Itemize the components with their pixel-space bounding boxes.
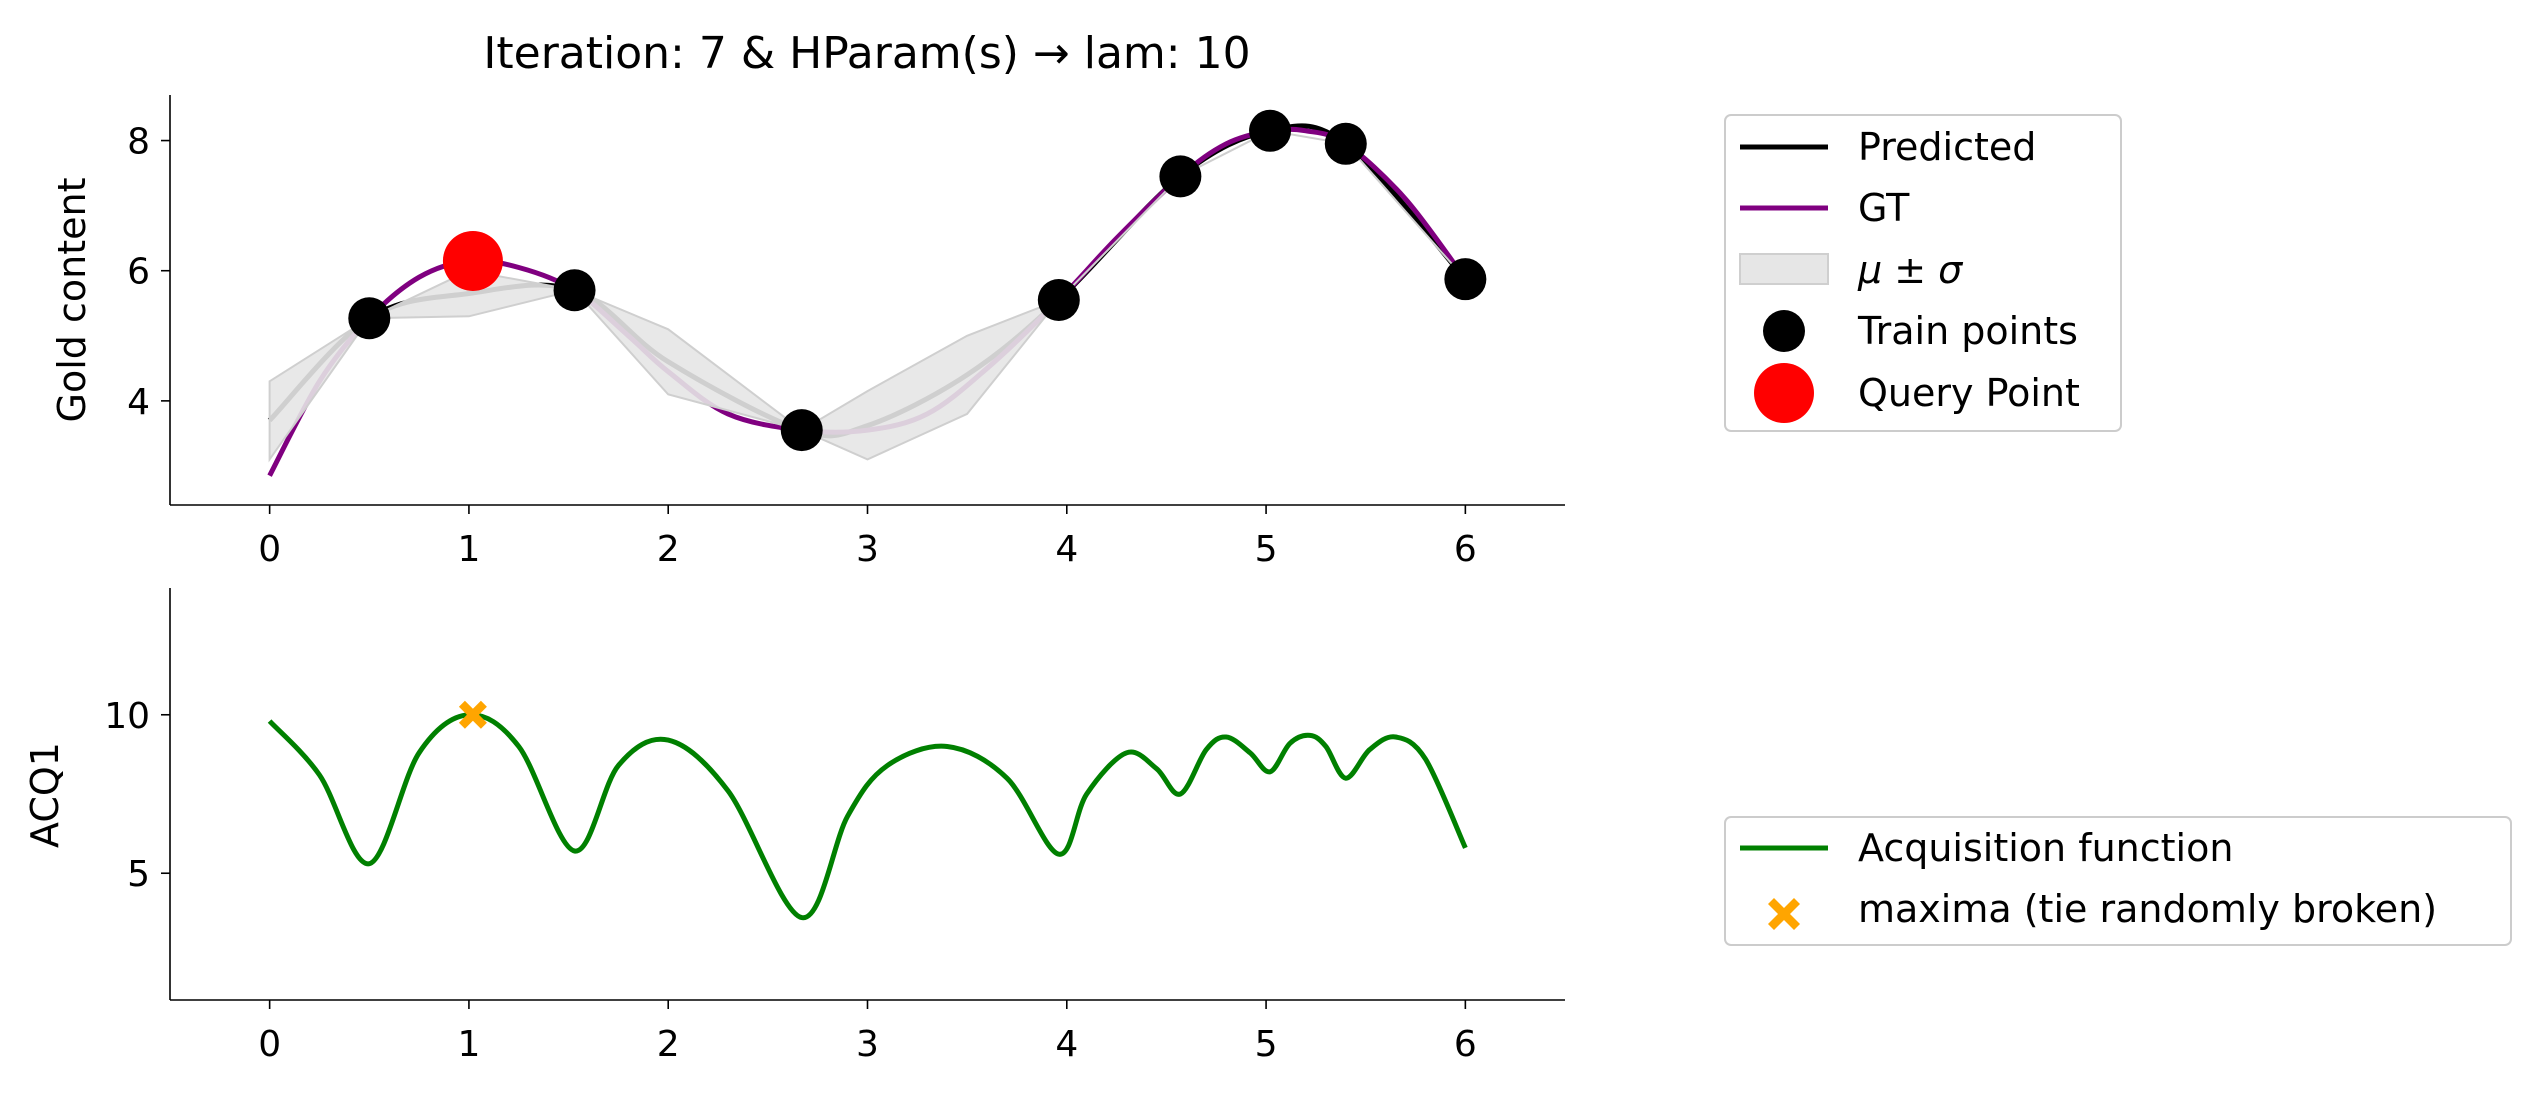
top-series-train-points-point — [1249, 109, 1292, 152]
legend-query-marker — [1754, 363, 1814, 423]
top-plot-area — [267, 109, 1487, 477]
top-axis-ticks: 0 1 2 3 4 5 6 4 6 8 — [127, 122, 1477, 570]
top-series-train-points-point — [1037, 279, 1080, 321]
legend-gt-label: GT — [1858, 186, 1910, 230]
legend-train-marker — [1763, 310, 1805, 352]
top-chart-title: Iteration: 7 & HParam(s) → lam: 10 — [483, 28, 1250, 79]
top-series-train-points-point — [348, 297, 391, 340]
bottom-x-tick-label: 1 — [457, 1024, 480, 1065]
bottom-x-tick-label: 4 — [1055, 1024, 1078, 1065]
top-series-train-points-point — [553, 269, 596, 312]
bottom-x-tick-label: 3 — [856, 1024, 879, 1065]
bottom-legend: Acquisition function maxima (tie randoml… — [1724, 816, 2512, 946]
top-x-tick-label: 0 — [258, 529, 281, 570]
bottom-x-tick-label: 0 — [258, 1024, 281, 1065]
bottom-legend-frame — [1724, 816, 2512, 946]
top-x-tick-label: 3 — [856, 529, 879, 570]
top-series-train-points-point — [780, 409, 823, 452]
top-series-train-points-point — [1444, 258, 1487, 301]
legend-predicted-label: Predicted — [1858, 125, 2036, 169]
legend-band-label: μ ± σ — [1857, 248, 1964, 292]
bottom-subplot: ACQ1 0 1 2 3 4 5 6 5 10 — [23, 588, 1565, 1065]
legend-query-label: Query Point — [1858, 371, 2080, 415]
legend-maxima-marker — [1768, 898, 1800, 930]
top-y-tick-label: 8 — [127, 122, 150, 163]
legend-acq-label: Acquisition function — [1858, 826, 2233, 870]
top-series--band — [268, 129, 1467, 463]
top-series-train-points-point — [1159, 155, 1202, 198]
bottom-y-axis-label: ACQ1 — [23, 742, 67, 848]
bottom-y-tick-label: 5 — [127, 854, 150, 895]
top-x-tick-label: 4 — [1055, 529, 1078, 570]
top-legend-frame — [1724, 114, 2122, 432]
bottom-y-tick-label: 10 — [104, 696, 150, 737]
bottom-axis-ticks: 0 1 2 3 4 5 6 5 10 — [104, 696, 1477, 1065]
legend-maxima-label: maxima (tie randomly broken) — [1858, 887, 2437, 931]
top-series-train-points-point — [1324, 122, 1367, 165]
bottom-series-acquisition-function-line — [267, 712, 1468, 921]
top-x-tick-label: 5 — [1255, 529, 1278, 570]
top-y-axis-label: Gold content — [50, 178, 94, 423]
bottom-x-tick-label: 2 — [657, 1024, 680, 1065]
bottom-x-tick-label: 6 — [1454, 1024, 1477, 1065]
top-y-tick-label: 4 — [127, 382, 150, 423]
legend-train-label: Train points — [1857, 309, 2078, 353]
bottom-series-maxima-tie-randomly-broken-point — [458, 700, 487, 729]
bottom-x-tick-label: 5 — [1255, 1024, 1278, 1065]
top-x-tick-label: 2 — [657, 529, 680, 570]
top-subplot: Iteration: 7 & HParam(s) → lam: 10 Gold … — [50, 28, 1565, 570]
bottom-plot-area — [267, 700, 1468, 921]
legend-band-swatch — [1739, 253, 1829, 285]
top-series-query-point-point — [442, 230, 503, 291]
top-x-tick-label: 6 — [1454, 529, 1477, 570]
top-legend: Predicted GT μ ± σ Train points Query Po… — [1724, 114, 2122, 432]
top-x-tick-label: 1 — [457, 529, 480, 570]
top-y-tick-label: 6 — [127, 252, 150, 293]
